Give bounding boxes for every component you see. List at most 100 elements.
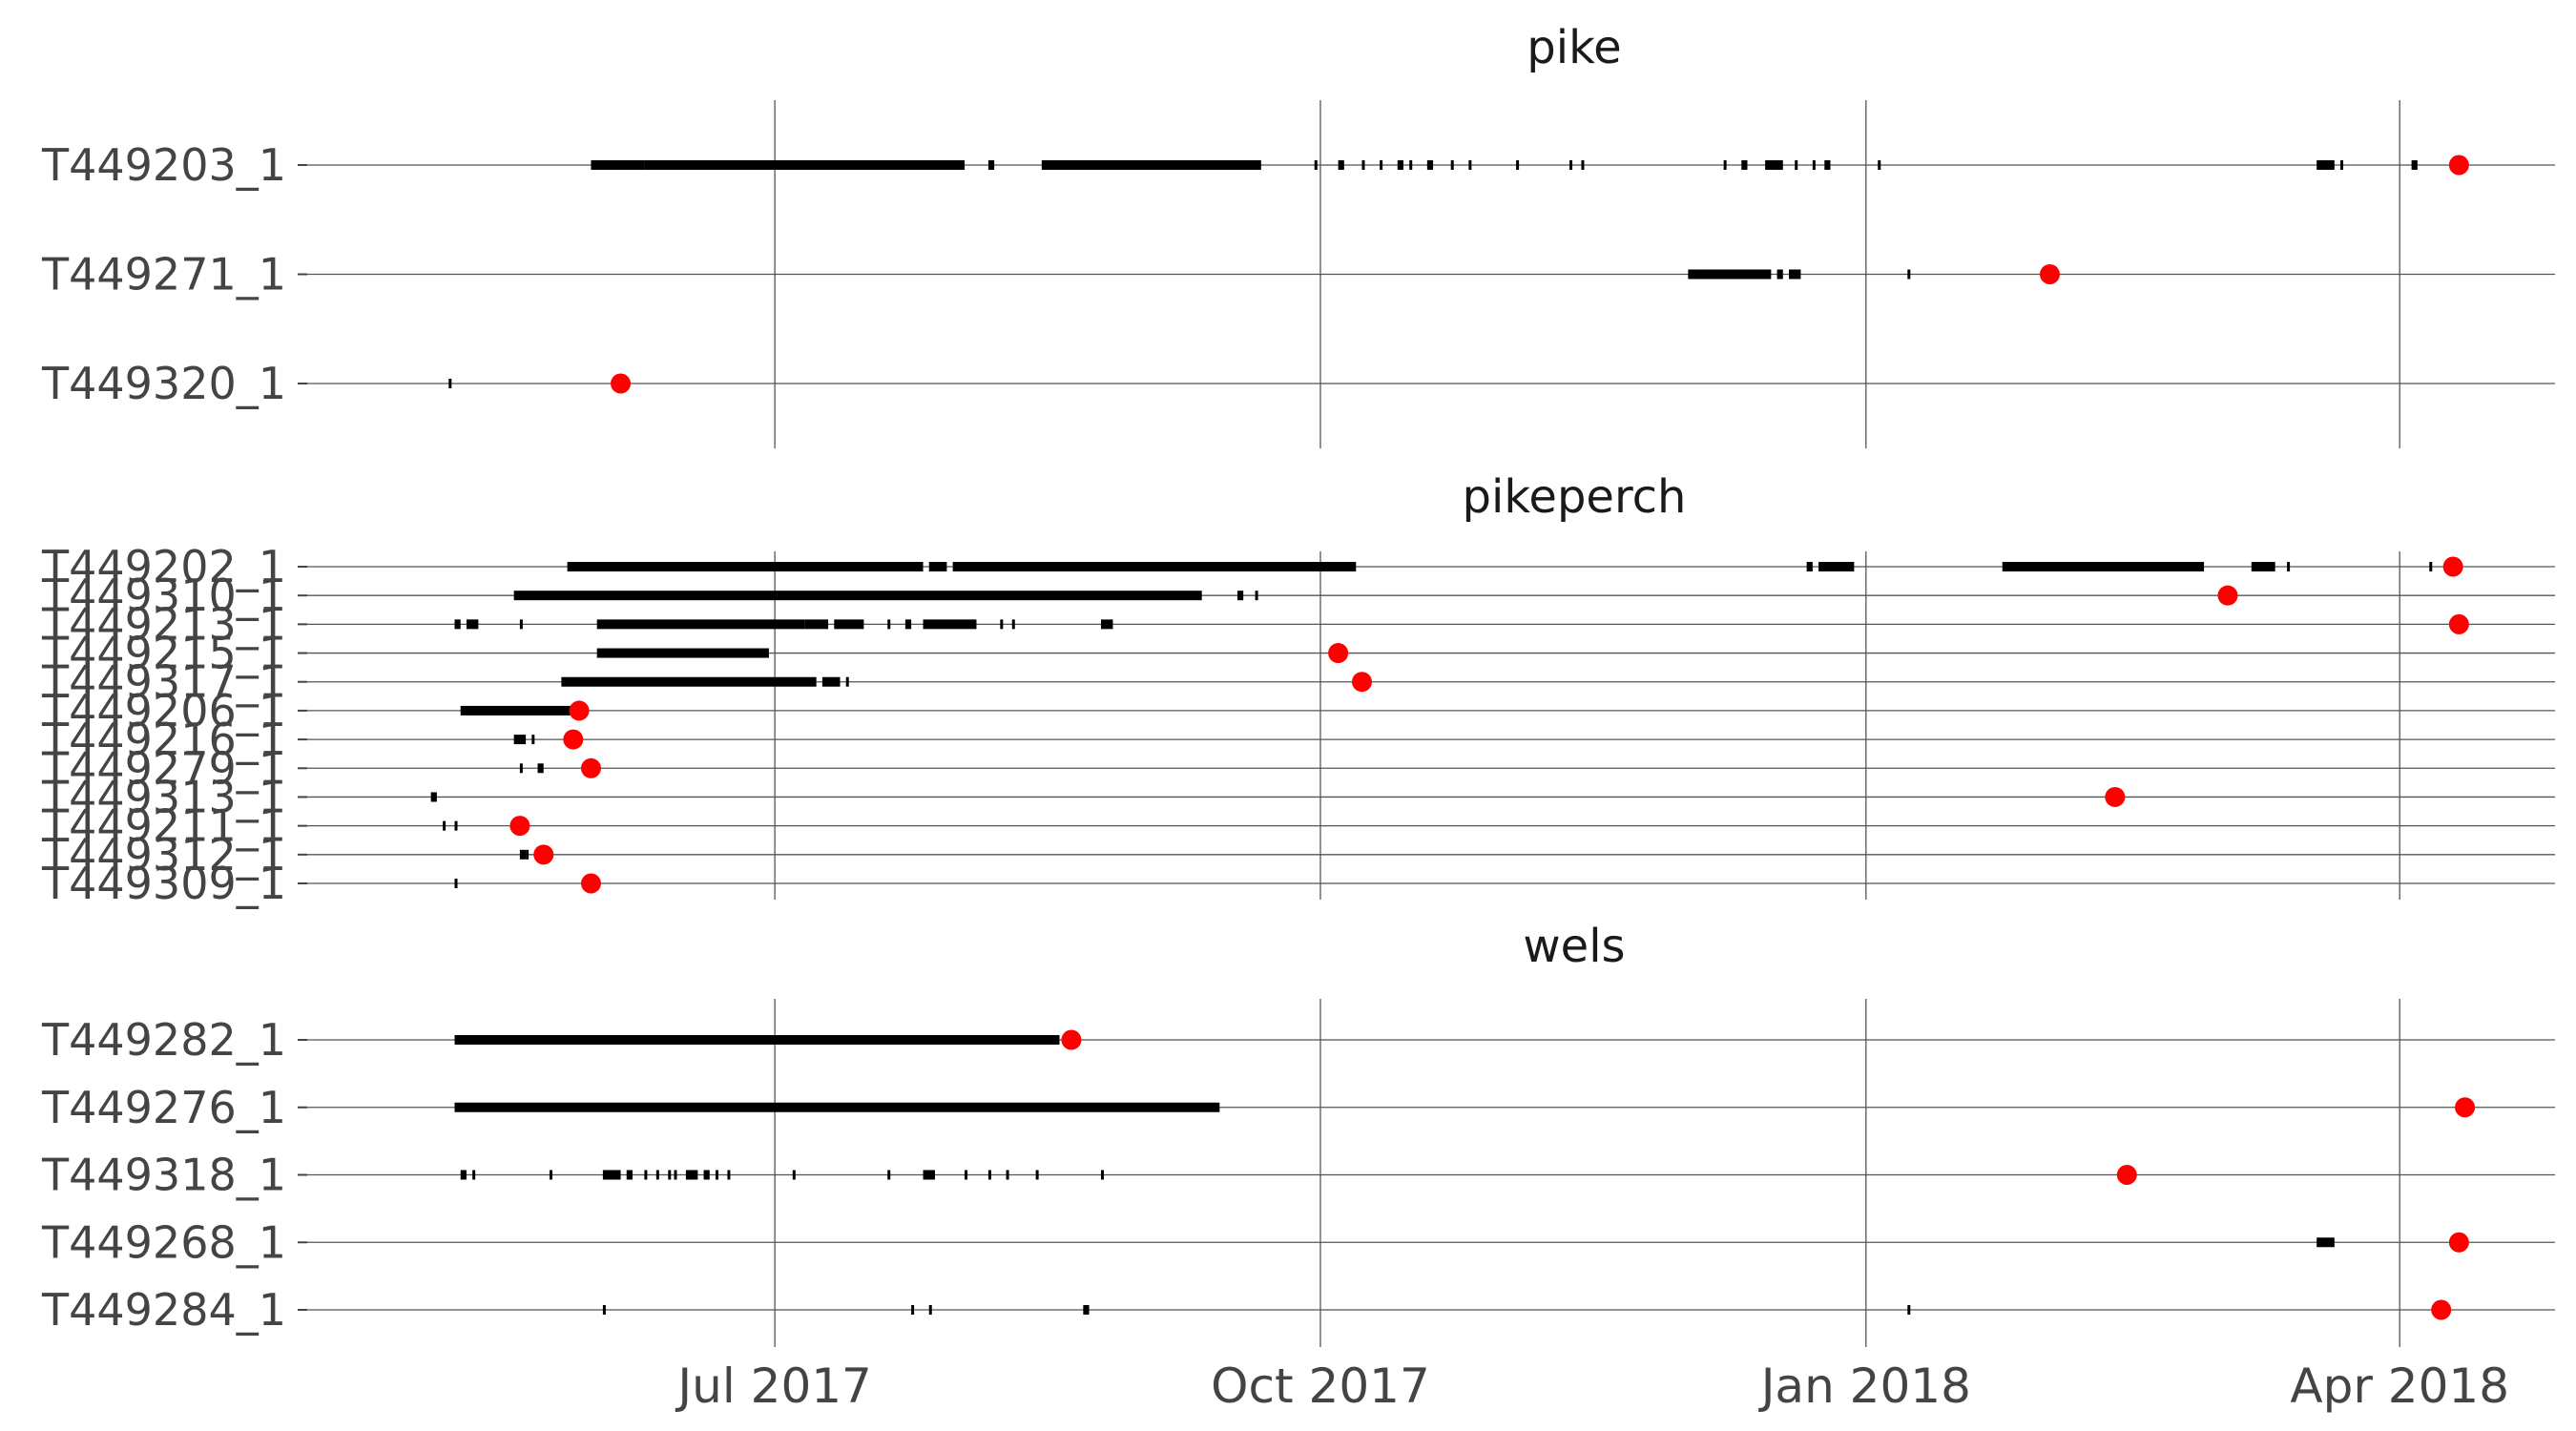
- marker-T449310_1: [2217, 585, 2238, 606]
- detection-T449203_1-19: [1795, 160, 1798, 170]
- detection-T449203_1-21: [1824, 160, 1831, 170]
- detection-T449318_1-14: [887, 1170, 891, 1180]
- detection-T449318_1-1: [472, 1170, 476, 1180]
- detection-T449318_1-4: [626, 1170, 633, 1180]
- detection-T449279_1-1: [537, 763, 544, 774]
- detection-T449213_1-11: [1101, 619, 1113, 630]
- detection-T449203_1-11: [1450, 160, 1454, 170]
- marker-T449202_1: [2442, 556, 2463, 577]
- detection-T449284_1-3: [1083, 1305, 1090, 1315]
- detection-T449313_1-0: [430, 792, 437, 802]
- detection-T449318_1-6: [655, 1170, 659, 1180]
- detection-T449203_1-9: [1409, 160, 1413, 170]
- detection-T449318_1-9: [685, 1170, 698, 1180]
- xtick-label-3: Apr 2018: [2290, 1358, 2509, 1414]
- ylabel-T449216_1: T449216_1: [41, 714, 286, 765]
- detection-T449318_1-13: [792, 1170, 796, 1180]
- marker-T449282_1: [1061, 1029, 1082, 1050]
- detection-T449318_1-0: [460, 1170, 467, 1180]
- marker-T449276_1: [2455, 1097, 2476, 1118]
- detection-T449203_1-3: [1041, 160, 1261, 170]
- detection-T449213_1-6: [887, 619, 891, 630]
- detection-T449271_1-3: [1789, 269, 1801, 280]
- detection-T449203_1-22: [1878, 160, 1881, 170]
- detection-T449202_1-1: [928, 562, 947, 571]
- detection-T449203_1-25: [2411, 160, 2418, 170]
- ylabel-T449317_1: T449317_1: [41, 656, 286, 708]
- detection-T449211_1-0: [443, 820, 447, 831]
- detection-T449211_1-1: [454, 820, 458, 831]
- marker-T449203_1: [2448, 155, 2469, 176]
- marker-T449268_1: [2448, 1232, 2469, 1253]
- ylabel-T449215_1: T449215_1: [41, 628, 286, 679]
- detection-T449216_1-0: [513, 735, 527, 745]
- detection-T449318_1-10: [703, 1170, 710, 1180]
- detection-T449213_1-4: [804, 619, 829, 630]
- detection-T449271_1-1: [1705, 269, 1772, 280]
- ylabel-T449206_1: T449206_1: [41, 685, 286, 736]
- detection-T449318_1-5: [644, 1170, 648, 1180]
- detection-T449203_1-2: [987, 160, 995, 170]
- ylabel-T449271_1: T449271_1: [41, 249, 286, 301]
- marker-T449271_1: [2039, 264, 2060, 284]
- detection-T449318_1-8: [674, 1170, 677, 1180]
- detection-T449317_1-2: [845, 676, 849, 687]
- detection-T449213_1-8: [923, 619, 977, 630]
- marker-T449317_1: [1351, 672, 1372, 693]
- ylabel-T449203_1: T449203_1: [41, 139, 286, 191]
- detection-T449318_1-17: [987, 1170, 991, 1180]
- ylabel-T449310_1: T449310_1: [41, 570, 286, 621]
- detection-T449213_1-10: [1011, 619, 1015, 630]
- detection-T449284_1-2: [928, 1305, 932, 1315]
- xtick-label-2: Jan 2018: [1758, 1358, 1971, 1414]
- detection-T449312_1-1: [526, 849, 530, 860]
- detection-T449203_1-1: [644, 160, 966, 170]
- ylabel-T449202_1: T449202_1: [41, 541, 286, 592]
- xtick-label-0: Jul 2017: [675, 1358, 871, 1414]
- detection-T449317_1-0: [561, 676, 817, 687]
- detection-T449318_1-2: [549, 1170, 552, 1180]
- detection-T449203_1-24: [2340, 160, 2344, 170]
- detection-T449203_1-15: [1581, 160, 1585, 170]
- panel-title-wels: wels: [1523, 920, 1625, 973]
- ylabel-T449312_1: T449312_1: [41, 829, 286, 881]
- detection-T449203_1-7: [1380, 160, 1383, 170]
- detection-T449318_1-18: [1006, 1170, 1009, 1180]
- detection-T449202_1-6: [2251, 562, 2275, 571]
- detection-T449279_1-0: [519, 763, 523, 774]
- detection-T449271_1-2: [1776, 269, 1783, 280]
- detection-T449216_1-1: [531, 735, 535, 745]
- detection-T449276_1-0: [454, 1102, 1220, 1112]
- detection-T449268_1-0: [2316, 1237, 2335, 1248]
- ylabel-T449309_1: T449309_1: [41, 858, 286, 909]
- detection-T449203_1-10: [1426, 160, 1434, 170]
- detection-T449318_1-15: [923, 1170, 935, 1180]
- ylabel-T449279_1: T449279_1: [41, 742, 286, 794]
- detection-T449203_1-13: [1516, 160, 1520, 170]
- detection-T449203_1-14: [1569, 160, 1573, 170]
- detection-T449202_1-2: [952, 562, 1357, 571]
- detection-T449310_1-0: [513, 591, 1202, 601]
- detection-T449203_1-5: [1338, 160, 1344, 170]
- detection-T449271_1-0: [1688, 269, 1706, 280]
- ylabel-T449268_1: T449268_1: [41, 1216, 286, 1268]
- detection-T449202_1-8: [2429, 562, 2433, 571]
- detection-T449213_1-9: [1000, 619, 1004, 630]
- ylabel-T449318_1: T449318_1: [41, 1150, 286, 1201]
- detection-T449213_1-2: [519, 619, 523, 630]
- marker-T449213_1: [2448, 613, 2469, 634]
- panel-title-pikeperch: pikeperch: [1463, 470, 1687, 524]
- detection-T449271_1-4: [1907, 269, 1911, 280]
- detection-T449284_1-1: [911, 1305, 915, 1315]
- marker-T449313_1: [2105, 786, 2126, 807]
- detection-T449203_1-4: [1314, 160, 1318, 170]
- ylabel-T449276_1: T449276_1: [41, 1082, 286, 1133]
- detection-T449203_1-18: [1765, 160, 1783, 170]
- detection-T449318_1-19: [1035, 1170, 1039, 1180]
- marker-T449211_1: [509, 816, 530, 837]
- detection-T449318_1-7: [668, 1170, 672, 1180]
- detection-T449203_1-23: [2316, 160, 2335, 170]
- detection-T449318_1-12: [727, 1170, 731, 1180]
- detection-T449203_1-8: [1397, 160, 1403, 170]
